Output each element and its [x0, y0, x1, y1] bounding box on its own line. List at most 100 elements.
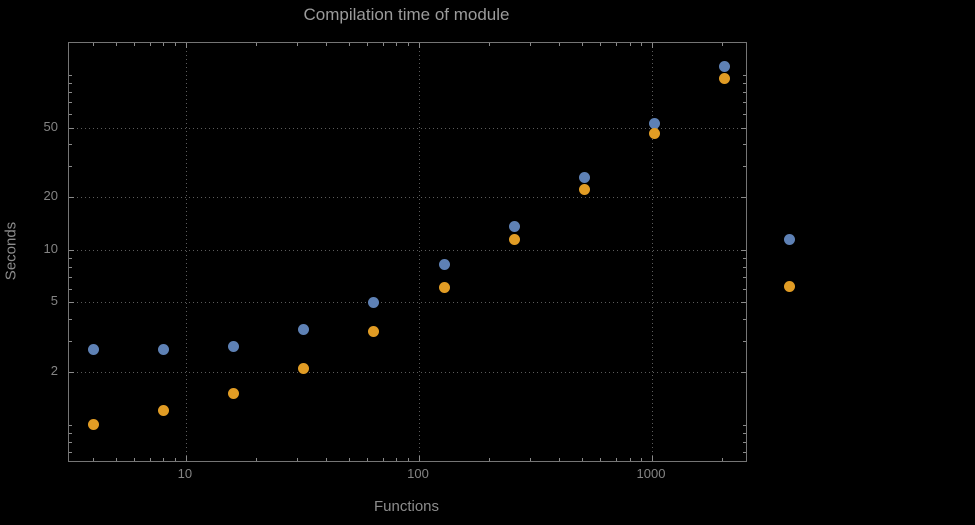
y-tick-mark: [69, 424, 72, 426]
x-tick-mark: [134, 43, 136, 46]
x-tick-mark: [581, 458, 583, 461]
x-tick-mark: [175, 43, 177, 46]
y-gridline: [69, 249, 746, 251]
y-tick-mark: [743, 276, 746, 278]
y-tick-mark: [69, 372, 74, 373]
x-tick-mark: [641, 43, 643, 46]
y-tick-mark: [741, 127, 746, 129]
x-tick-mark: [530, 458, 532, 461]
y-tick-mark: [743, 144, 746, 146]
x-tick-label: 1000: [636, 466, 666, 481]
data-point-series-2: [578, 184, 590, 196]
x-tick-mark: [408, 43, 410, 46]
x-tick-mark: [489, 43, 491, 46]
x-tick-mark: [722, 43, 724, 46]
y-tick-mark: [69, 276, 72, 278]
y-gridline: [69, 302, 746, 304]
x-gridline: [652, 43, 653, 461]
x-tick-mark: [185, 43, 187, 48]
y-tick-mark: [741, 302, 746, 304]
y-tick-label: 10: [43, 240, 58, 256]
y-tick-mark: [69, 127, 74, 129]
y-tick-mark: [743, 101, 746, 103]
data-point-series-1: [648, 117, 660, 129]
y-tick-mark: [743, 257, 746, 259]
y-tick-mark: [743, 451, 746, 453]
y-tick-mark: [69, 319, 72, 321]
y-tick-label: 2: [50, 363, 58, 378]
y-tick-mark: [743, 113, 746, 115]
x-tick-mark: [185, 456, 187, 461]
y-tick-mark: [743, 441, 746, 443]
x-tick-mark: [367, 458, 369, 461]
x-tick-mark: [163, 43, 165, 46]
y-tick-mark: [743, 91, 746, 93]
y-gridline: [69, 372, 746, 373]
x-tick-mark: [256, 458, 258, 461]
legend-marker-series-2: [784, 281, 795, 292]
data-point-series-1: [368, 296, 380, 308]
y-gridline: [69, 197, 746, 199]
x-tick-mark: [396, 43, 398, 46]
data-point-series-1: [438, 259, 450, 271]
data-point-series-2: [719, 73, 731, 85]
y-tick-mark: [743, 424, 746, 426]
x-tick-mark: [326, 43, 328, 46]
data-point-series-2: [438, 281, 450, 293]
y-tick-mark: [69, 432, 72, 434]
x-tick-mark: [115, 458, 117, 461]
y-tick-label: 20: [43, 188, 58, 204]
y-tick-mark: [69, 91, 72, 93]
data-point-series-2: [508, 233, 520, 245]
x-tick-mark: [559, 43, 561, 46]
x-tick-label: 10: [177, 466, 193, 481]
x-tick-mark: [326, 458, 328, 461]
y-tick-mark: [743, 166, 746, 168]
x-tick-mark: [629, 458, 631, 461]
y-tick-mark: [743, 82, 746, 84]
y-tick-mark: [69, 113, 72, 115]
x-tick-mark: [722, 458, 724, 461]
data-point-series-1: [298, 324, 310, 335]
data-point-series-1: [578, 171, 590, 183]
data-point-series-2: [87, 419, 99, 431]
x-tick-mark: [641, 458, 643, 461]
y-tick-mark: [69, 257, 72, 259]
y-tick-mark: [69, 82, 72, 84]
x-tick-mark: [382, 43, 384, 46]
legend: [784, 234, 795, 292]
x-tick-mark: [652, 43, 653, 48]
y-tick-mark: [69, 266, 72, 268]
x-tick-label: 100: [407, 466, 429, 481]
y-tick-mark: [743, 319, 746, 321]
x-tick-mark: [115, 43, 117, 46]
x-tick-mark: [600, 458, 602, 461]
x-tick-mark: [149, 43, 151, 46]
y-tick-mark: [743, 266, 746, 268]
x-tick-mark: [93, 43, 95, 46]
y-tick-mark: [69, 441, 72, 443]
y-tick-mark: [741, 249, 746, 251]
x-tick-mark: [93, 458, 95, 461]
y-tick-mark: [743, 288, 746, 290]
y-tick-mark: [69, 144, 72, 146]
x-tick-mark: [652, 456, 653, 461]
x-axis-title: Functions: [373, 498, 440, 515]
data-point-series-1: [228, 341, 239, 352]
x-tick-mark: [629, 43, 631, 46]
x-tick-mark: [348, 43, 350, 46]
y-tick-mark: [69, 341, 72, 343]
y-tick-mark: [743, 341, 746, 343]
data-point-series-2: [368, 326, 380, 338]
x-tick-mark: [419, 456, 420, 461]
x-tick-mark: [615, 458, 617, 461]
x-tick-mark: [489, 458, 491, 461]
x-tick-mark: [175, 458, 177, 461]
y-tick-label: 5: [50, 293, 58, 309]
x-tick-mark: [297, 43, 299, 46]
y-tick-mark: [741, 197, 746, 199]
y-tick-mark: [741, 372, 746, 373]
x-tick-mark: [348, 458, 350, 461]
x-tick-mark: [615, 43, 617, 46]
